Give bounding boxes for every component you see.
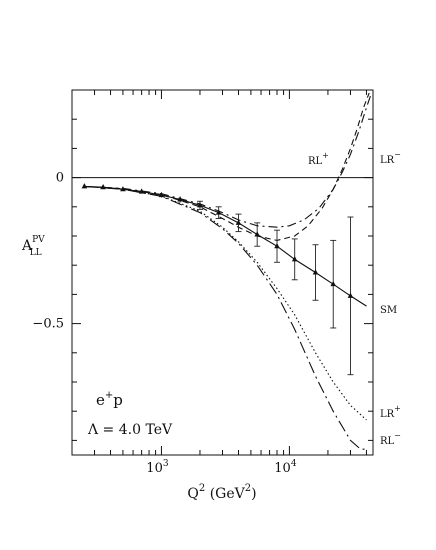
y-tick-label: −0.5 (32, 317, 64, 332)
data-point-marker (347, 292, 354, 298)
error-bar-group (81, 183, 354, 376)
series-label: LR+ (380, 404, 401, 420)
data-point-marker (138, 188, 145, 194)
data-point-marker (291, 256, 298, 262)
data-point-marker (235, 219, 242, 225)
annotation-lambda: Λ = 4.0 TeV (87, 422, 173, 438)
data-point-marker (312, 269, 319, 275)
data-point-marker (254, 231, 260, 237)
y-tick-label: 0 (56, 171, 64, 186)
data-point-marker (274, 243, 280, 249)
series-line-lr-plus (84, 185, 367, 421)
x-tick-label: 103 (146, 459, 169, 476)
x-axis-label: Q2 (GeV2) (187, 483, 256, 502)
data-point-marker (197, 202, 203, 208)
tick-group (71, 89, 373, 455)
series-line-lr-minus (84, 92, 370, 241)
series-line-rl-minus (84, 185, 367, 450)
series-label: RL− (380, 431, 401, 447)
series-label: SM (380, 305, 397, 316)
data-point-marker (215, 209, 222, 215)
series-label: LR− (380, 150, 401, 166)
data-point-marker (81, 183, 88, 189)
data-point-marker (330, 280, 337, 287)
annotation-process: e+p (96, 390, 123, 409)
data-point-marker (100, 184, 106, 190)
data-point-marker (120, 186, 126, 192)
y-axis-label: APV LL (21, 235, 45, 258)
data-point-marker (158, 191, 165, 198)
series-line-rl-plus (84, 95, 372, 228)
x-tick-label: 104 (274, 459, 297, 476)
label-group: 103 104 0 −0.5 Q2 (GeV2) APV LL SM LR+ RL− LR− RL+ e… (21, 150, 401, 502)
data-point-marker (177, 196, 183, 202)
series-group (84, 92, 372, 450)
series-label: RL+ (308, 151, 329, 167)
